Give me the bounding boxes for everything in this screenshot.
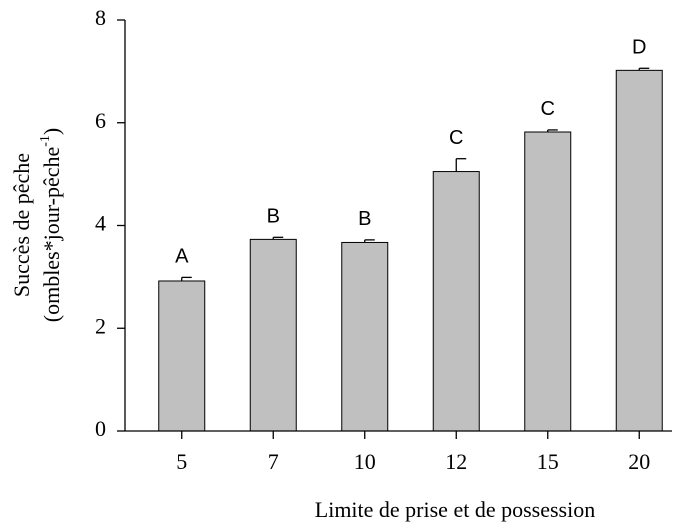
x-tick-label: 7 bbox=[268, 449, 279, 474]
y-axis-label: Succès de pêche bbox=[9, 153, 34, 297]
annotation: A bbox=[175, 246, 189, 268]
annotation: B bbox=[267, 206, 280, 228]
x-tick-label: 5 bbox=[176, 449, 187, 474]
bar bbox=[249, 238, 297, 432]
x-tick-label: 20 bbox=[628, 449, 650, 474]
y-axis-label-line: Succès de pêche bbox=[9, 153, 34, 297]
x-axis-label: Limite de prise et de possession bbox=[315, 497, 595, 522]
bar bbox=[615, 69, 663, 432]
y-label-text: ) bbox=[39, 128, 64, 135]
bar bbox=[432, 171, 480, 432]
y-tick-label: 6 bbox=[95, 108, 106, 133]
x-tick-label: 10 bbox=[354, 449, 376, 474]
annotation: B bbox=[358, 208, 371, 230]
y-axis-label-line: (ombles*jour-pêche-1) bbox=[38, 128, 64, 323]
bar bbox=[341, 241, 389, 432]
x-tick-label: 15 bbox=[537, 449, 559, 474]
y-label-superscript: -1 bbox=[38, 135, 53, 147]
y-tick-label: 0 bbox=[95, 416, 106, 441]
y-axis-label: (ombles*jour-pêche-1) bbox=[38, 128, 64, 323]
y-label-text: (ombles*jour-pêche bbox=[39, 147, 64, 323]
annotation: D bbox=[632, 37, 646, 59]
bar bbox=[158, 280, 206, 432]
y-tick-label: 2 bbox=[95, 313, 106, 338]
bar bbox=[524, 131, 572, 432]
x-tick-label: 12 bbox=[445, 449, 467, 474]
y-tick-label: 4 bbox=[95, 211, 106, 236]
annotation: C bbox=[541, 98, 555, 120]
annotation: C bbox=[449, 127, 463, 149]
y-tick-label: 8 bbox=[95, 5, 106, 30]
